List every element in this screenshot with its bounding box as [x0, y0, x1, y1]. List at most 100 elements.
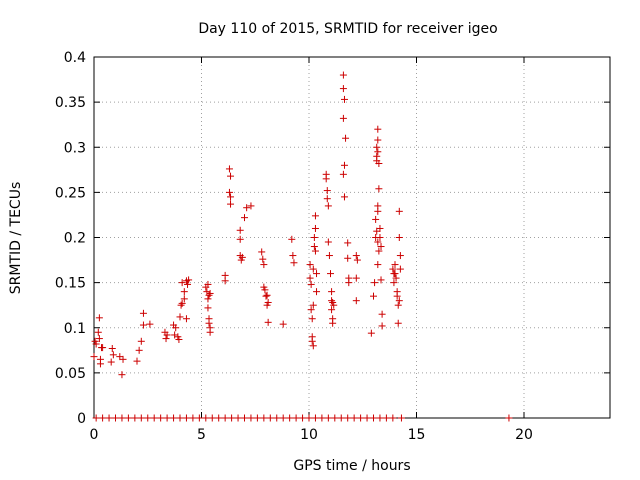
data-point	[340, 161, 348, 169]
y-tick-label: 0	[77, 411, 86, 427]
data-point	[133, 357, 141, 365]
data-point	[247, 414, 255, 422]
data-point	[396, 265, 404, 273]
data-point	[306, 274, 314, 282]
data-point	[290, 259, 298, 267]
data-point	[195, 414, 203, 422]
data-point	[157, 414, 165, 422]
y-tick-label: 0.2	[64, 231, 86, 247]
data-point	[396, 252, 404, 260]
data-point	[330, 301, 338, 309]
data-point	[339, 85, 347, 93]
data-point	[170, 414, 178, 422]
data-point	[112, 414, 119, 422]
data-point	[95, 314, 103, 322]
data-point	[374, 238, 382, 246]
y-tick-label: 0.05	[55, 366, 86, 382]
data-point	[131, 414, 139, 422]
data-point	[352, 274, 360, 282]
data-point	[241, 214, 248, 222]
data-point	[395, 207, 403, 215]
data-point	[397, 414, 405, 422]
y-tick-label: 0.3	[64, 140, 86, 156]
data-point	[225, 188, 233, 196]
data-point	[253, 414, 261, 422]
data-point	[119, 355, 127, 363]
data-point	[236, 235, 244, 243]
data-point	[340, 95, 348, 103]
data-point	[227, 172, 235, 180]
data-point	[204, 304, 212, 312]
data-point	[172, 324, 180, 332]
data-point	[176, 313, 184, 321]
data-point	[345, 279, 353, 287]
data-point	[137, 414, 145, 422]
data-point	[146, 320, 154, 328]
data-point	[311, 224, 319, 232]
data-point	[357, 414, 365, 422]
data-point	[286, 414, 294, 422]
data-point	[311, 247, 319, 255]
data-point	[389, 265, 397, 273]
data-point	[391, 261, 399, 269]
data-point	[206, 328, 214, 336]
data-point	[299, 414, 307, 422]
data-point	[288, 235, 296, 243]
data-point	[206, 289, 214, 297]
data-point	[309, 301, 317, 309]
data-point	[204, 295, 212, 303]
data-point	[374, 148, 382, 156]
data-point	[227, 193, 235, 201]
data-point	[313, 288, 321, 296]
data-point	[350, 414, 358, 422]
data-point	[344, 414, 352, 422]
data-point	[370, 414, 377, 422]
data-point	[371, 279, 379, 287]
data-point	[311, 414, 319, 422]
data-point	[221, 271, 229, 279]
data-point	[204, 280, 212, 288]
data-point	[163, 414, 171, 422]
data-point	[135, 346, 143, 354]
data-point	[337, 414, 345, 422]
data-point	[247, 202, 255, 210]
y-tick-label: 0.35	[55, 95, 86, 111]
data-point	[228, 414, 236, 422]
data-point	[322, 175, 330, 183]
data-point	[279, 414, 287, 422]
data-point	[328, 306, 336, 314]
data-point	[327, 270, 334, 278]
y-tick-label: 0.1	[64, 321, 86, 337]
data-point	[171, 331, 179, 339]
data-point	[178, 279, 186, 287]
data-point	[305, 414, 313, 422]
data-point	[374, 261, 382, 269]
data-point	[118, 414, 126, 422]
data-point	[344, 254, 352, 262]
data-point	[339, 114, 347, 122]
data-point	[176, 414, 184, 422]
data-point	[95, 335, 103, 343]
data-point	[318, 414, 326, 422]
data-point	[221, 414, 229, 422]
data-point	[175, 335, 183, 343]
data-point	[390, 279, 398, 287]
data-point	[505, 414, 513, 422]
axis-ticks: 0 5 10 15 20 0 0.05 0.1 0.15 0.2 0.25 0.3 0.35 0.4	[55, 50, 610, 443]
data-point	[205, 291, 213, 299]
data-point	[306, 261, 314, 269]
plot-frame	[93, 56, 611, 419]
data-point	[323, 195, 331, 203]
x-tick-label: 0	[90, 427, 99, 443]
data-point	[236, 226, 244, 234]
data-point	[264, 318, 272, 326]
data-point	[324, 202, 332, 210]
data-point	[328, 288, 336, 296]
data-point	[260, 261, 268, 269]
data-point	[178, 299, 186, 307]
data-point	[273, 414, 281, 422]
data-point	[391, 270, 399, 278]
data-point	[309, 342, 317, 350]
data-point	[376, 414, 384, 422]
